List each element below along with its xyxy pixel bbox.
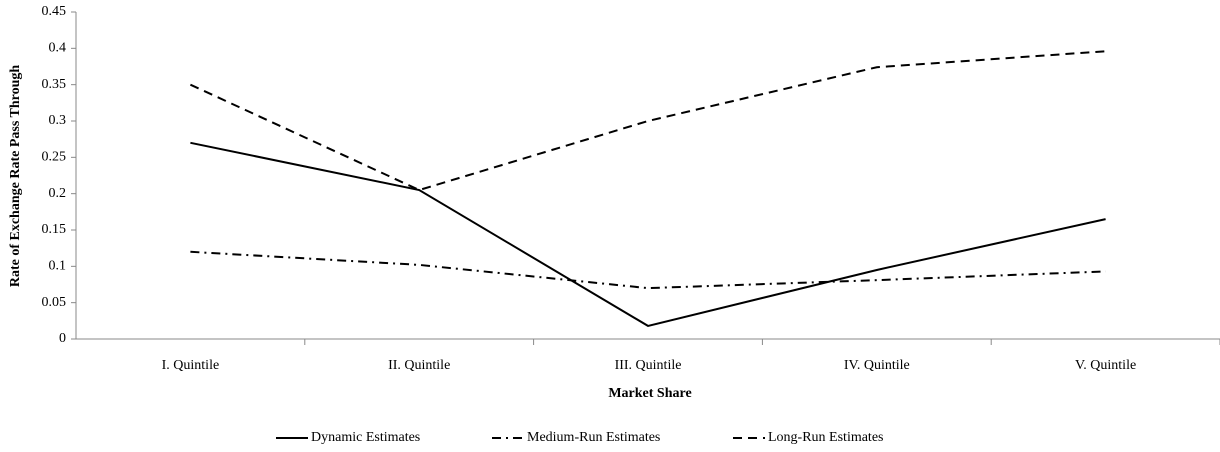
x-tick-label: I. Quintile bbox=[162, 358, 220, 373]
data-line bbox=[190, 141, 1106, 327]
x-tick-label: V. Quintile bbox=[1075, 358, 1136, 373]
y-tick-label: 0.2 bbox=[49, 186, 67, 201]
data-line bbox=[189, 50, 1106, 192]
y-tick-label: 0.1 bbox=[49, 259, 67, 274]
x-axis-title: Market Share bbox=[608, 386, 691, 401]
x-tick-label: III. Quintile bbox=[615, 358, 682, 373]
y-axis-title: Rate of Exchange Rate Pass Through bbox=[8, 65, 23, 288]
y-tick-label: 0.35 bbox=[42, 77, 67, 92]
x-tick-label: II. Quintile bbox=[388, 358, 450, 373]
legend-label: Medium-Run Estimates bbox=[527, 430, 660, 445]
x-tick-label: IV. Quintile bbox=[844, 358, 910, 373]
legend-label: Long-Run Estimates bbox=[768, 430, 884, 445]
y-tick-label: 0.15 bbox=[42, 222, 67, 237]
legend-label: Dynamic Estimates bbox=[311, 430, 420, 445]
data-line bbox=[190, 250, 1106, 290]
y-tick-label: 0 bbox=[59, 331, 66, 346]
y-tick-label: 0.4 bbox=[49, 41, 67, 56]
y-tick-label: 0.25 bbox=[42, 150, 67, 165]
y-tick-label: 0.05 bbox=[42, 295, 67, 310]
y-tick-label: 0.45 bbox=[42, 4, 67, 19]
y-tick-label: 0.3 bbox=[49, 113, 67, 128]
